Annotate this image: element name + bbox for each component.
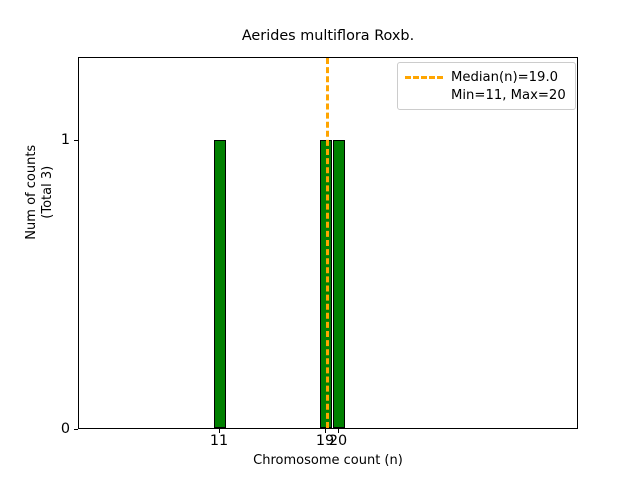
legend-label-minmax: Min=11, Max=20: [451, 87, 566, 103]
x-tick-label-11: 11: [209, 433, 229, 449]
bar-20: [333, 140, 345, 428]
y-tick-mark-1: [74, 140, 78, 141]
y-axis-label: Num of counts (Total 3): [23, 144, 55, 240]
x-tick-label-19: 19: [315, 433, 335, 449]
x-tick-mark-19: [325, 429, 326, 433]
y-tick-mark-0: [74, 429, 78, 430]
x-tick-mark-20: [338, 429, 339, 433]
x-axis-label: Chromosome count (n): [253, 453, 403, 468]
x-tick-mark-11: [219, 429, 220, 433]
plot-area: [78, 57, 578, 429]
legend-label-median: Median(n)=19.0: [451, 69, 559, 85]
chart-title: Aerides multiflora Roxb.: [241, 28, 415, 44]
legend-entry-minmax: Min=11, Max=20: [405, 86, 568, 104]
legend-box: Median(n)=19.0 Min=11, Max=20: [397, 62, 576, 110]
dashed-line-swatch-icon: [405, 75, 443, 79]
x-tick-label-20: 20: [328, 433, 348, 449]
y-tick-label-0: 0: [60, 421, 70, 437]
bar-11: [214, 140, 226, 428]
median-line: [326, 58, 329, 428]
y-tick-label-1: 1: [60, 132, 70, 148]
legend-entry-median: Median(n)=19.0: [405, 68, 568, 86]
